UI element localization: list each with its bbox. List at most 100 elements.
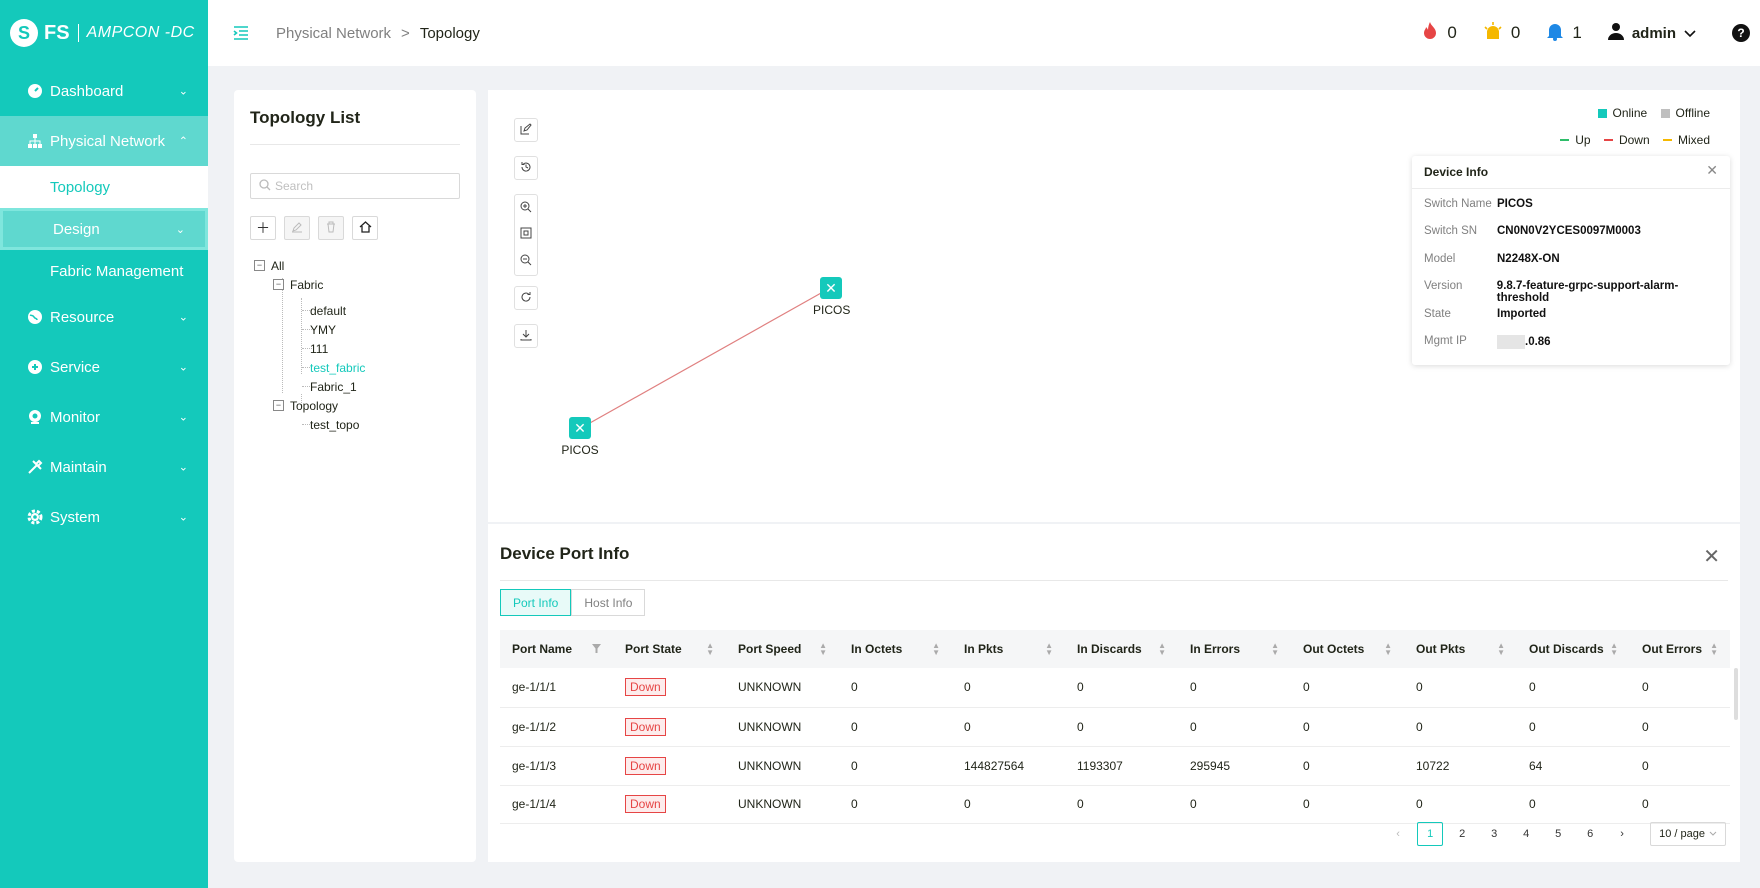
refresh-icon (520, 291, 532, 306)
menu-collapse-icon[interactable] (232, 24, 250, 42)
fit-view-icon[interactable] (520, 227, 532, 242)
column-header-port-state[interactable]: Port State ▲ ▼ (613, 630, 726, 668)
refresh-button[interactable] (514, 286, 538, 310)
tree-node-test-fabric[interactable]: test_fabric (310, 360, 366, 375)
device-node[interactable]: ✕ PICOS (813, 277, 850, 317)
sort-icon[interactable]: ▲ ▼ (1045, 641, 1053, 657)
table-scrollbar[interactable] (1734, 668, 1738, 720)
column-header-port-name[interactable]: Port Name (500, 630, 613, 668)
status-badge: Down (625, 795, 666, 813)
table-row[interactable]: ge-1/1/2 Down UNKNOWN 0 0 0 0 0 0 0 0 (500, 707, 1730, 746)
column-header-in-pkts[interactable]: In Pkts ▲ ▼ (952, 630, 1065, 668)
column-header-label: Out Discards (1529, 642, 1604, 656)
history-button[interactable] (514, 156, 538, 180)
page-1[interactable]: 1 (1417, 822, 1444, 846)
sidebar-item-resource[interactable]: Resource ⌄ (0, 292, 208, 342)
tab-port-info[interactable]: Port Info (500, 589, 572, 616)
search-input[interactable]: Search (250, 173, 460, 199)
collapse-icon[interactable]: − (273, 400, 284, 411)
collapse-icon[interactable]: − (254, 260, 265, 271)
logo[interactable]: S FS AMPCON -DC (0, 0, 208, 66)
add-button[interactable]: ＋ (250, 216, 276, 240)
tree-node-default[interactable]: default (310, 303, 347, 318)
chevron-down-icon: ⌄ (178, 511, 188, 524)
edit-topology-button[interactable] (514, 118, 538, 142)
next-page-icon[interactable]: › (1620, 828, 1624, 840)
breadcrumb-physical-network[interactable]: Physical Network (276, 24, 392, 42)
tree-node-ymy[interactable]: YMY (310, 322, 337, 337)
sort-icon[interactable]: ▲ ▼ (1158, 641, 1166, 657)
column-header-port-speed[interactable]: Port Speed ▲ ▼ (726, 630, 839, 668)
device-info-key: Mgmt IP (1424, 335, 1467, 347)
sort-icon[interactable]: ▲ ▼ (1271, 641, 1279, 657)
sidebar-item-maintain[interactable]: Maintain ⌄ (0, 442, 208, 492)
zoom-out-icon[interactable] (520, 254, 532, 269)
filter-icon[interactable] (592, 644, 601, 654)
device-info-row: Model N2248X-ON (1424, 253, 1560, 265)
device-info-card: Device Info ✕ Switch Name PICOS Switch SN… (1412, 156, 1730, 365)
table-row[interactable]: ge-1/1/3 Down UNKNOWN 0 144827564 119330… (500, 746, 1730, 785)
tree-node-fabric[interactable]: − Fabric (273, 275, 323, 294)
sidebar-item-service[interactable]: Service ⌄ (0, 342, 208, 392)
zoom-in-icon[interactable] (520, 201, 532, 216)
sort-icon[interactable]: ▲ ▼ (1384, 641, 1392, 657)
help-icon[interactable]: ? (1732, 24, 1750, 42)
collapse-icon[interactable]: − (273, 279, 284, 290)
tree-node-all[interactable]: − All (254, 256, 284, 275)
sort-icon[interactable]: ▲ ▼ (819, 641, 827, 657)
column-header-out-discards[interactable]: Out Discards ▲ ▼ (1517, 630, 1630, 668)
table-row[interactable]: ge-1/1/4 Down UNKNOWN 0 0 0 0 0 0 0 0 (500, 785, 1730, 823)
sidebar-subitem-topology[interactable]: Topology (0, 166, 208, 208)
sidebar-item-system[interactable]: System ⌄ (0, 492, 208, 542)
tree-node-fabric-1[interactable]: Fabric_1 (310, 379, 357, 394)
tree-node-test-topo[interactable]: test_topo (310, 417, 360, 432)
edit-button[interactable] (284, 216, 310, 240)
device-info-key: Switch Name (1424, 198, 1492, 210)
close-icon[interactable]: ✕ (1706, 162, 1718, 178)
sidebar-item-physical-network[interactable]: Physical Network ⌃ (0, 116, 208, 166)
critical-alarm[interactable]: 0 (1421, 21, 1457, 46)
column-header-out-pkts[interactable]: Out Pkts ▲ ▼ (1404, 630, 1517, 668)
user-menu[interactable]: admin (1607, 22, 1696, 44)
column-header-in-discards[interactable]: In Discards ▲ ▼ (1065, 630, 1178, 668)
page-2[interactable]: 2 (1459, 828, 1466, 840)
column-header-out-errors[interactable]: Out Errors ▲ ▼ (1630, 630, 1730, 668)
tree-node-topology[interactable]: − Topology (273, 396, 338, 415)
page-size-select[interactable]: 10 / page (1650, 822, 1726, 846)
sort-icon[interactable]: ▲ ▼ (1710, 641, 1718, 657)
device-node[interactable]: ✕ PICOS (560, 417, 600, 457)
page-5[interactable]: 5 (1555, 828, 1562, 840)
zoom-controls (514, 194, 538, 276)
gear-icon (26, 508, 44, 526)
column-header-out-octets[interactable]: Out Octets ▲ ▼ (1291, 630, 1404, 668)
column-header-in-octets[interactable]: In Octets ▲ ▼ (839, 630, 952, 668)
cell-out-discards: 64 (1529, 758, 1543, 773)
table-row[interactable]: ge-1/1/1 Down UNKNOWN 0 0 0 0 0 0 0 0 (500, 668, 1730, 707)
legend-down-line (1603, 139, 1613, 141)
sidebar-subitem-fabric-management[interactable]: Fabric Management (50, 262, 184, 280)
sidebar-subitem-design[interactable]: Design ⌄ (0, 208, 208, 250)
chevron-up-icon: ⌃ (178, 135, 188, 148)
topology-canvas[interactable]: Online Offline Up Down Mixed ✕ PICOS ✕ P… (488, 90, 1740, 522)
notification[interactable]: 1 (1546, 21, 1582, 46)
sidebar-item-dashboard[interactable]: Dashboard ⌄ (0, 66, 208, 116)
page-4[interactable]: 4 (1523, 828, 1530, 840)
download-button[interactable] (514, 324, 538, 348)
sort-icon[interactable]: ▲ ▼ (1497, 641, 1505, 657)
home-button[interactable] (352, 216, 378, 240)
sort-icon[interactable]: ▲ ▼ (932, 641, 940, 657)
column-header-in-errors[interactable]: In Errors ▲ ▼ (1178, 630, 1291, 668)
prev-page-icon[interactable]: ‹ (1396, 828, 1400, 840)
close-icon[interactable]: ✕ (1703, 546, 1720, 568)
sort-icon[interactable]: ▲ ▼ (1610, 641, 1618, 657)
column-header-label: Port State (625, 642, 682, 656)
sidebar-item-monitor[interactable]: Monitor ⌄ (0, 392, 208, 442)
delete-button[interactable] (318, 216, 344, 240)
tree-node-111[interactable]: 111 (310, 341, 329, 356)
page-6[interactable]: 6 (1587, 828, 1594, 840)
sort-icon[interactable]: ▲ ▼ (706, 641, 714, 657)
link-down[interactable] (580, 287, 831, 429)
page-3[interactable]: 3 (1491, 828, 1498, 840)
tab-host-info[interactable]: Host Info (571, 589, 646, 616)
warning-alarm[interactable]: 0 (1483, 21, 1520, 46)
